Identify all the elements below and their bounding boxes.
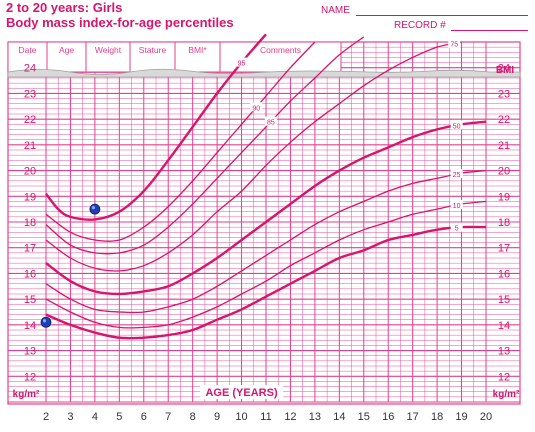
chart-title: 2 to 20 years: Girls: [6, 0, 123, 15]
x-tick: 10: [235, 411, 247, 423]
y-tick-left: 15: [24, 294, 36, 306]
y-tick-left: 17: [24, 243, 36, 255]
percentile-curve-50: [45, 120, 487, 296]
y-tick-right: 21: [498, 140, 510, 152]
record-table: Date Age Weight Stature BMI* Comments: [7, 41, 521, 78]
y-tick-left: 12: [24, 371, 36, 383]
y-unit-left: kg/m²: [13, 389, 40, 400]
y-tick-right: 18: [498, 217, 510, 229]
x-axis-label: AGE (YEARS): [205, 387, 277, 399]
percentile-label-10: 10: [453, 203, 461, 210]
table-header-3: Stature: [139, 45, 167, 55]
percentile-curve-75: [45, 41, 462, 272]
percentile-label-95: 95: [238, 61, 246, 68]
y-tick-left: 19: [24, 191, 36, 203]
percentile-label-25: 25: [453, 172, 461, 179]
x-tick: 12: [284, 411, 296, 423]
data-marker-highlight-0: [42, 319, 47, 323]
percentile-curve-5: [45, 225, 487, 340]
x-tick: 13: [309, 411, 321, 423]
table-header-4: BMI*: [188, 45, 207, 55]
data-marker-0: [40, 316, 52, 328]
y-tick-right: 15: [498, 294, 510, 306]
x-tick: 8: [190, 411, 196, 423]
x-tick: 20: [480, 411, 492, 423]
y-tick-right: 14: [498, 320, 510, 332]
y-tick-left: 23: [24, 88, 36, 100]
name-field-line[interactable]: [356, 15, 528, 16]
y-tick-right: 16: [498, 268, 510, 280]
y-unit-right: kg/m²: [493, 389, 520, 400]
data-marker-highlight-1: [91, 206, 95, 210]
table-header-1: Age: [59, 45, 74, 55]
x-tick: 11: [260, 411, 271, 423]
x-tick: 16: [382, 411, 394, 423]
y-tick-left: 18: [24, 217, 36, 229]
data-marker-1: [89, 203, 101, 215]
y-tick-left: 14: [24, 320, 36, 332]
y-tick-right: 12: [498, 371, 510, 383]
percentile-label-bg-10: [450, 200, 463, 210]
y-tick-left: 21: [24, 140, 36, 152]
percentile-label-bg-95: [235, 57, 248, 67]
percentile-label-bg-25: [450, 169, 463, 179]
bmi-corner-label: BMI: [496, 65, 515, 76]
y-tick-right: 17: [498, 243, 510, 255]
y-tick-right: 22: [498, 114, 510, 126]
record-label: RECORD #: [394, 20, 446, 31]
x-tick: 6: [141, 411, 147, 423]
y-tick-right: 24: [498, 63, 510, 75]
percentile-curve-10: [45, 200, 487, 329]
percentile-curve-95: [45, 33, 267, 221]
y-tick-left: 22: [24, 114, 36, 126]
percentile-label-90: 90: [252, 105, 260, 112]
x-tick: 17: [407, 411, 419, 423]
y-tick-right: 13: [498, 346, 510, 358]
percentile-label-5: 5: [455, 226, 459, 233]
y-tick-left: 16: [24, 268, 36, 280]
y-tick-left: 24: [24, 63, 36, 75]
x-axis-label-bg: [200, 385, 284, 399]
y-tick-left: 20: [24, 166, 36, 178]
x-tick: 3: [67, 411, 73, 423]
x-tick: 4: [92, 411, 98, 423]
y-tick-right: 23: [498, 88, 510, 100]
record-field-line[interactable]: [451, 30, 528, 31]
axis-labels: BMI 12 12 13 13 14 14 15 15 16 16 17 17 18 18 19 19 20 20 2…: [13, 63, 520, 423]
percentile-label-bg-75: [448, 38, 461, 48]
torn-edge-band: [7, 68, 521, 78]
x-tick: 7: [165, 411, 171, 423]
percentile-label-50: 50: [453, 123, 461, 130]
percentile-label-bg-90: [250, 102, 263, 112]
x-tick: 14: [333, 411, 345, 423]
x-tick: 5: [116, 411, 122, 423]
y-tick-right: 19: [498, 191, 510, 203]
percentile-label-bg-85: [264, 116, 277, 126]
chart-subtitle: Body mass index-for-age percentiles: [6, 15, 234, 30]
percentile-label-85: 85: [267, 120, 275, 127]
y-tick-right: 20: [498, 166, 510, 178]
percentile-label-bg-5: [450, 222, 463, 232]
percentile-curves: 95 90 85 75 50 25 10 5: [45, 33, 487, 340]
table-header-5: Comments: [260, 45, 301, 55]
x-tick: 9: [214, 411, 220, 423]
table-header-0: Date: [19, 45, 37, 55]
table-header-2: Weight: [95, 45, 122, 55]
name-label: NAME: [321, 5, 350, 16]
x-tick: 18: [431, 411, 443, 423]
percentile-curve-85: [45, 36, 365, 255]
percentile-curve-90: [45, 41, 316, 242]
percentile-label-75: 75: [450, 42, 458, 49]
x-tick: 15: [358, 411, 370, 423]
x-tick: 2: [43, 411, 49, 423]
x-tick: 19: [455, 411, 467, 423]
y-tick-left: 13: [24, 346, 36, 358]
percentile-curve-25: [45, 169, 487, 314]
data-markers: [40, 203, 101, 328]
percentile-label-bg-50: [450, 120, 463, 130]
